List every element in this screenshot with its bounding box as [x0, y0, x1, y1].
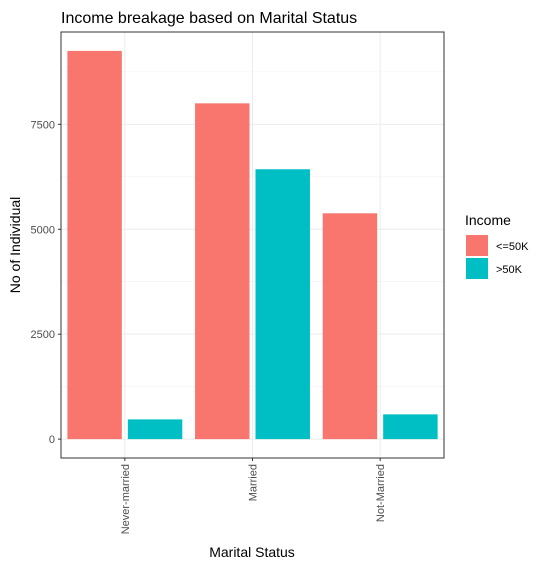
y-tick-label: 0	[49, 434, 55, 446]
x-tick-label: Never-married	[120, 464, 132, 534]
bar-never-married-gt50k	[127, 419, 183, 440]
y-tick-label: 2500	[31, 329, 55, 341]
legend-key	[466, 235, 488, 256]
y-tick-label: 5000	[31, 224, 55, 236]
x-tick-label: Married	[248, 464, 260, 501]
y-tick-labels: 0 2500 5000 7500	[31, 119, 61, 446]
bar-never-married-le50k	[67, 50, 122, 440]
y-axis-title: No of Individual	[7, 197, 23, 294]
x-tick-label: Not-Married	[375, 464, 387, 522]
bar-not-married-gt50k	[383, 414, 438, 440]
x-axis-title: Marital Status	[209, 544, 295, 560]
legend-title: Income	[465, 212, 511, 228]
plot-panel	[60, 31, 445, 459]
bar-married-gt50k	[255, 169, 310, 440]
bar-married-le50k	[195, 103, 250, 440]
legend-key	[466, 258, 488, 279]
legend-label: <=50K	[496, 241, 529, 253]
legend: Income <=50K >50K	[465, 212, 529, 279]
y-tick-label: 7500	[31, 119, 55, 131]
x-tick-labels: Never-married Married Not-Married	[120, 458, 387, 534]
bar-not-married-le50k	[322, 213, 378, 440]
bars	[67, 50, 438, 440]
gridlines	[61, 32, 444, 458]
legend-label: >50K	[496, 264, 523, 276]
chart-title: Income breakage based on Marital Status	[61, 10, 357, 27]
